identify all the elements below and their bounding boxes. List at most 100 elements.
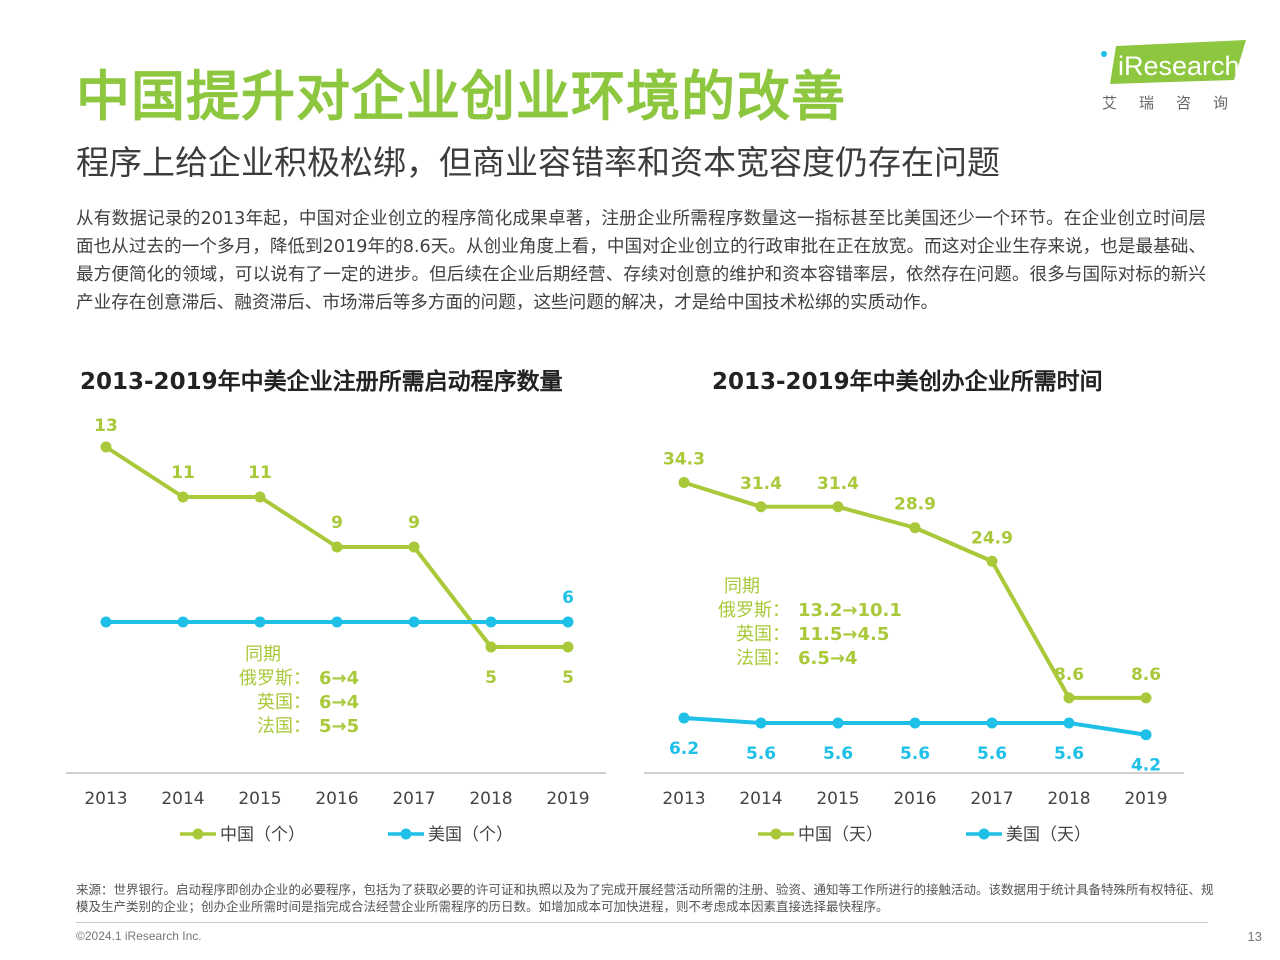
footer-divider [76,922,1208,923]
chart1-data-point [100,616,112,628]
chart1-data-label: 11 [248,463,272,483]
chart2-x-tick-label: 2019 [1124,789,1167,809]
chart2-data-point [832,501,844,513]
chart1-x-tick-label: 2016 [315,789,358,809]
chart2-data-label: 24.9 [971,528,1013,548]
chart2-data-point [832,717,844,729]
chart2-data-label: 34.3 [663,449,705,469]
chart1-annotation-value: 6→4 [319,668,359,689]
chart1-x-tick-label: 2015 [238,789,281,809]
chart2-data-point [1063,692,1075,704]
chart2-data-point [678,476,690,488]
chart2-data-point [1140,729,1152,741]
chart2-data-point [1140,692,1152,704]
chart1-data-point [177,491,189,503]
chart1-data-point [485,616,497,628]
body-paragraph: 从有数据记录的2013年起，中国对企业创立的程序简化成果卓著，注册企业所需程序数… [76,209,1206,313]
chart1-data-label: 5 [562,668,574,688]
chart1-data-point [485,641,497,653]
chart2-data-point [755,501,767,513]
chart2-data-point [986,717,998,729]
chart2-data-point [755,717,767,729]
chart2-annotation-country: 英国： [736,624,790,645]
page-number: 13 [1247,929,1262,944]
chart2-legend-marker [770,828,782,840]
chart1-x-tick-label: 2014 [161,789,204,809]
chart2-x-tick-label: 2015 [816,789,859,809]
chart2-data-label: 5.6 [823,744,853,764]
chart1-data-point [562,616,574,628]
logo-mark-icon: iResearch [1101,40,1246,84]
chart2-data-label: 8.6 [1131,665,1161,685]
chart2-annotation-value: 13.2→10.1 [798,600,902,621]
chart1-legend-label: 美国（个） [428,825,513,845]
chart1-data-point [408,541,420,553]
chart1-x-tick-label: 2018 [469,789,512,809]
logo-subtitle: 艾瑞咨询 [1102,94,1251,112]
iresearch-logo: iResearch 艾瑞咨询 [1098,40,1248,115]
chart1-data-point [331,616,343,628]
chart2-legend-label: 中国（天） [798,825,883,845]
page-title: 中国提升对企业创业环境的改善 [76,65,846,128]
chart1-data-point [100,441,112,453]
chart1-data-point [562,641,574,653]
chart1-data-label: 9 [331,513,343,533]
chart2-data-label: 31.4 [740,474,782,494]
chart1-data-label: 11 [171,463,195,483]
chart2-x-tick-label: 2016 [893,789,936,809]
chart1-annotation-value: 5→5 [319,716,359,737]
chart2-data-label: 28.9 [894,495,936,515]
chart2-data-label: 5.6 [900,744,930,764]
chart2-x-tick-label: 2014 [739,789,782,809]
chart2-data-label: 6.2 [669,739,699,759]
page-subtitle: 程序上给企业积极松绑，但商业容错率和资本宽容度仍存在问题 [76,143,1000,182]
chart2-data-point [678,712,690,724]
chart2-x-tick-label: 2018 [1047,789,1090,809]
logo-text: iResearch [1118,51,1240,81]
chart2-data-point [909,717,921,729]
chart1-data-point [177,616,189,628]
chart1-data-label: 5 [485,668,497,688]
chart2-annotation-country: 法国： [736,648,790,669]
chart1-annotation-country: 法国： [257,716,311,737]
chart1-legend-marker [400,828,412,840]
chart2-data-label: 4.2 [1131,756,1161,776]
chart1-annotation-value: 6→4 [319,692,359,713]
chart2-legend-marker [978,828,990,840]
chart2-data-point [986,555,998,567]
chart1-legend-label: 中国（个） [220,825,305,845]
chart2-x-tick-label: 2017 [970,789,1013,809]
chart1-annotation-country: 俄罗斯： [239,668,311,689]
chart1-annotation-country: 英国： [257,692,311,713]
chart1-data-point [408,616,420,628]
chart1-data-label: 13 [94,416,118,436]
source-note: 来源：世界银行。启动程序即创办企业的必要程序，包括为了获取必要的许可证和执照以及… [76,882,1214,914]
chart1-data-label: 6 [562,588,574,608]
chart2-annotation-value: 11.5→4.5 [798,624,889,645]
chart1-legend-marker [192,828,204,840]
chart1-data-point [331,541,343,553]
copyright: ©2024.1 iResearch Inc. [76,929,202,943]
chart2-annotation-country: 俄罗斯： [718,600,790,621]
chart1-x-tick-label: 2017 [392,789,435,809]
chart2-data-label: 8.6 [1054,665,1084,685]
chart2-data-point [909,522,921,534]
chart1-data-label: 9 [408,513,420,533]
chart2-legend-label: 美国（天） [1006,825,1091,845]
chart2-x-tick-label: 2013 [662,789,705,809]
chart1-x-tick-label: 2019 [546,789,589,809]
chart1-x-tick-label: 2013 [84,789,127,809]
chart1-annotation-heading: 同期 [245,644,281,665]
chart1-data-point [254,491,266,503]
chart2-data-label: 5.6 [1054,744,1084,764]
chart2-data-label: 5.6 [746,744,776,764]
chart2-title: 2013-2019年中美创办企业所需时间 [712,369,1103,395]
chart2-data-label: 31.4 [817,474,859,494]
chart2-data-label: 5.6 [977,744,1007,764]
chart2-annotation-heading: 同期 [724,576,760,597]
chart1-title: 2013-2019年中美企业注册所需启动程序数量 [80,369,563,395]
chart2-data-point [1063,717,1075,729]
chart1-data-point [254,616,266,628]
chart2-annotation-value: 6.5→4 [798,648,858,669]
